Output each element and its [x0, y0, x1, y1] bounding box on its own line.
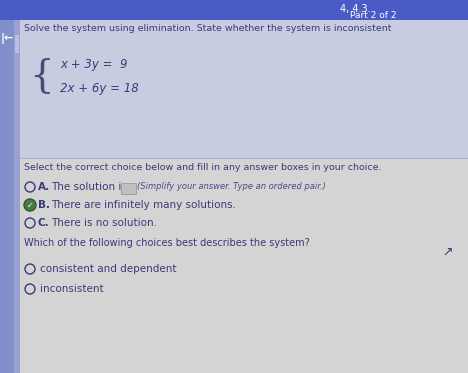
Text: |←: |← [0, 32, 14, 44]
Text: x + 3y =  9: x + 3y = 9 [60, 58, 127, 71]
Text: consistent and dependent: consistent and dependent [40, 264, 176, 274]
Text: 2x + 6y = 18: 2x + 6y = 18 [60, 82, 139, 95]
Text: C.: C. [38, 218, 50, 228]
FancyBboxPatch shape [0, 0, 468, 20]
FancyBboxPatch shape [18, 158, 468, 373]
Text: There is no solution.: There is no solution. [51, 218, 157, 228]
Text: A.: A. [38, 182, 50, 192]
FancyBboxPatch shape [120, 182, 136, 194]
Text: There are infinitely many solutions.: There are infinitely many solutions. [51, 200, 236, 210]
FancyBboxPatch shape [14, 20, 20, 373]
Circle shape [24, 199, 36, 211]
Text: 4, 4.3.: 4, 4.3. [340, 4, 371, 14]
Text: (Simplify your answer. Type an ordered pair.): (Simplify your answer. Type an ordered p… [137, 182, 326, 191]
Text: Solve the system using elimination. State whether the system is inconsistent: Solve the system using elimination. Stat… [24, 24, 392, 33]
Text: Which of the following choices best describes the system?: Which of the following choices best desc… [24, 238, 310, 248]
Text: ✓: ✓ [27, 201, 33, 210]
Text: ↗: ↗ [443, 246, 453, 259]
Text: inconsistent: inconsistent [40, 284, 103, 294]
Text: {: { [29, 58, 54, 95]
FancyBboxPatch shape [0, 0, 18, 373]
Text: B.: B. [38, 200, 50, 210]
FancyBboxPatch shape [15, 35, 19, 53]
FancyBboxPatch shape [18, 20, 468, 160]
Text: The solution is: The solution is [51, 182, 127, 192]
Text: Part 2 of 2: Part 2 of 2 [350, 11, 396, 20]
Text: Select the correct choice below and fill in any answer boxes in your choice.: Select the correct choice below and fill… [24, 163, 381, 172]
